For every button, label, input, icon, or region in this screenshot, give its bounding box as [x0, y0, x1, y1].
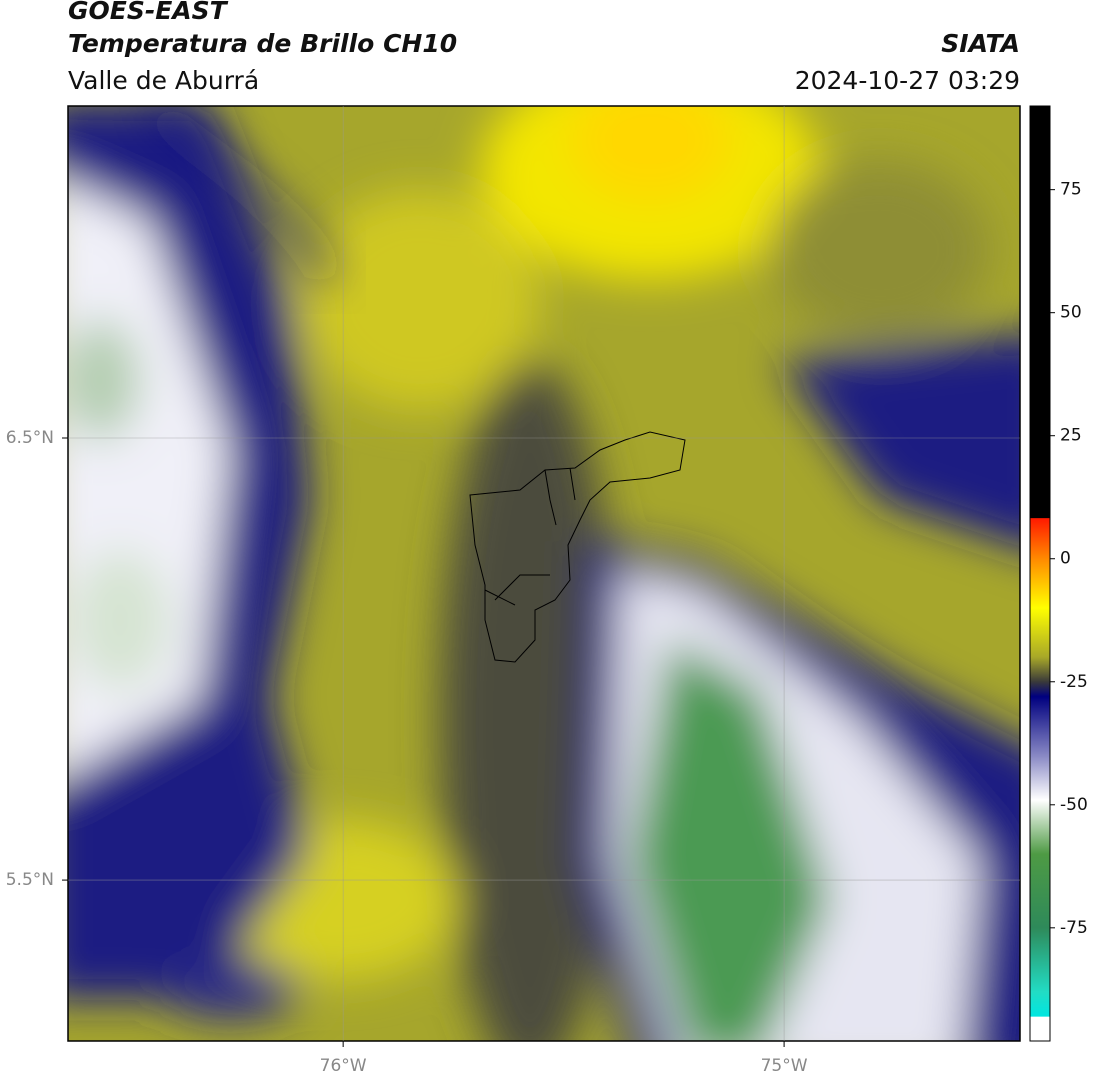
source: SIATA — [941, 29, 1020, 58]
region: Valle de Aburrá — [68, 66, 259, 95]
lat-tick-label: 6.5°N — [6, 428, 54, 448]
colorbar-tick-label: 25 — [1060, 426, 1082, 446]
colorbar-tick-label: 75 — [1060, 180, 1082, 200]
colorbar-tick-label: 0 — [1060, 549, 1071, 569]
satellite-field — [68, 106, 1020, 1041]
colorbar-tick-label: -75 — [1060, 918, 1088, 938]
timestamp: 2024-10-27 03:29 — [795, 66, 1020, 95]
colorbar-tick-label: -50 — [1060, 795, 1088, 815]
title: GOES-EAST — [68, 0, 229, 25]
lat-tick-label: 5.5°N — [6, 870, 54, 890]
colorbar-tick-label: 50 — [1060, 303, 1082, 323]
valley-outline — [469, 431, 686, 663]
lon-tick-label: 76°W — [320, 1056, 367, 1076]
subtitle: Temperatura de Brillo CH10 — [68, 29, 457, 58]
lon-tick-label: 75°W — [761, 1056, 808, 1076]
map-frame — [67, 105, 1021, 1042]
colorbar-tick-label: -25 — [1060, 672, 1088, 692]
colorbar — [1029, 105, 1051, 1042]
